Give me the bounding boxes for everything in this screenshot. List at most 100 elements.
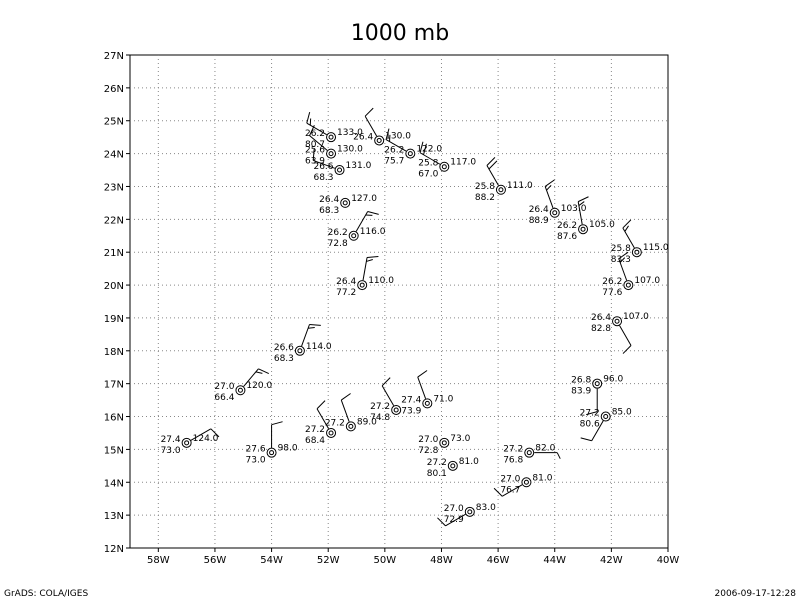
station-height: 120.0: [246, 381, 272, 391]
station-model: 27.673.0 98.0: [246, 421, 298, 466]
station-temp: 26.4: [319, 195, 339, 205]
station-circle-inner: [359, 282, 365, 288]
station-circle-inner: [407, 151, 413, 157]
station-model: 26.668.3 131.0: [312, 149, 372, 183]
station-rh: 87.6: [557, 232, 577, 242]
station-rh: 83.3: [611, 255, 631, 265]
station-circle: [422, 398, 433, 409]
wind-barb-feather: [312, 149, 315, 161]
wind-barb-feather: [618, 251, 629, 260]
station-circle: [549, 207, 560, 218]
station-circle: [521, 477, 532, 488]
wind-barb-staff: [445, 513, 466, 527]
station-circle: [631, 247, 642, 258]
station-circle-inner: [603, 414, 609, 420]
station-rh: 88.2: [475, 193, 495, 203]
station-circle-inner: [237, 387, 243, 393]
wind-barb-feather: [577, 196, 589, 203]
station-circle: [405, 148, 416, 159]
station-circle-inner: [376, 137, 382, 143]
wind-barb-staff: [309, 135, 328, 151]
station-temp: 26.4: [591, 313, 611, 323]
station-height: 81.0: [459, 457, 479, 467]
station-circle-inner: [342, 200, 348, 206]
station-model: 27.066.4 120.0: [214, 368, 272, 403]
station-height: 103.0: [561, 204, 587, 214]
lon-tick-label: 48W: [430, 555, 453, 566]
lon-tick-label: 50W: [374, 555, 397, 566]
station-temp: 27.4: [401, 395, 421, 405]
station-circle: [348, 230, 359, 241]
station-height: 131.0: [346, 161, 372, 171]
lat-tick-label: 19N: [104, 314, 124, 325]
station-height: 73.0: [450, 434, 470, 444]
station-model: 27.274.8: [370, 377, 402, 423]
station-temp: 26.2: [557, 221, 577, 231]
lat-tick-label: 23N: [104, 182, 124, 193]
station-rh: 75.7: [384, 157, 404, 167]
station-height: 130.0: [385, 131, 411, 141]
station-temp: 27.0: [500, 474, 520, 484]
station-circle: [495, 184, 506, 195]
station-temp: 27.0: [444, 504, 464, 514]
station-circle-inner: [337, 167, 343, 173]
lat-tick-label: 18N: [104, 347, 124, 358]
lon-tick-label: 58W: [147, 555, 170, 566]
wind-barb-feather: [556, 452, 561, 459]
station-circle-inner: [328, 151, 334, 157]
lat-tick-label: 17N: [104, 380, 124, 391]
station-circle: [340, 197, 351, 208]
lat-tick-label: 16N: [104, 413, 124, 424]
station-circle-inner: [441, 164, 447, 170]
longitude-axis: 58W 56W 54W 52W 50W 48W 46W 44W 42W 40W: [147, 548, 679, 566]
wind-barb-feather: [258, 368, 269, 375]
station-temp: 27.2: [580, 409, 600, 419]
station-circle-inner: [184, 440, 190, 446]
station-rh: 68.3: [313, 173, 333, 183]
station-circle: [181, 437, 192, 448]
station-circle-inner: [580, 226, 586, 232]
station-circle: [326, 132, 337, 143]
station-height: 130.0: [337, 145, 363, 155]
station-model: 26.275.7 122.0: [384, 128, 442, 167]
station-temp: 25.8: [475, 182, 495, 192]
station-temp: 27.2: [427, 458, 447, 468]
lon-tick-label: 52W: [317, 555, 340, 566]
station-rh: 73.9: [401, 406, 421, 416]
map-frame: [129, 54, 669, 549]
station-temp: 26.2: [305, 129, 325, 139]
wind-barb-feather: [306, 112, 311, 124]
wind-barb-staff: [340, 399, 350, 422]
station-height: 114.0: [306, 342, 332, 352]
station-model: 27.2 89.0: [325, 393, 377, 432]
station-rh: 76.8: [503, 456, 523, 466]
station-rh: 68.3: [319, 206, 339, 216]
station-circle-inner: [614, 318, 620, 324]
station-circle-inner: [552, 210, 558, 216]
station-model: 27.473.9 71.0: [401, 370, 454, 416]
station-temp: 27.0: [418, 435, 438, 445]
station-rh: 73.0: [161, 446, 181, 456]
latitude-axis: 12N 13N 14N 15N 16N 17N 18N 19N 20N 21N 22N 23N 24N 2…: [104, 51, 130, 555]
station-height: 110.0: [368, 276, 394, 286]
wind-barb-feather: [488, 160, 498, 170]
station-temp: 25.8: [611, 244, 631, 254]
station-height: 85.0: [612, 408, 632, 418]
wind-barb-feather: [619, 257, 626, 263]
station-model: 25.883.3 115.0: [611, 219, 669, 265]
gridlines: [130, 55, 668, 548]
station-circle-inner: [348, 423, 354, 429]
station-circle: [235, 385, 246, 396]
wind-barb-staff: [190, 428, 212, 441]
station-circle-inner: [269, 450, 275, 456]
station-circle-inner: [328, 430, 334, 436]
station-model: 26.883.9 96.0: [571, 375, 624, 416]
footer-right: 2006-09-17-12:28: [715, 589, 797, 599]
station-model: 26.277.6 107.0: [602, 251, 660, 298]
station-model: 26.280.7 133.0: [305, 112, 363, 150]
wind-barb-feather: [580, 437, 592, 442]
wind-barb-staff: [316, 408, 329, 429]
station-height: 83.0: [476, 503, 496, 513]
station-temp: 25.8: [418, 159, 438, 169]
lat-tick-label: 20N: [104, 281, 124, 292]
